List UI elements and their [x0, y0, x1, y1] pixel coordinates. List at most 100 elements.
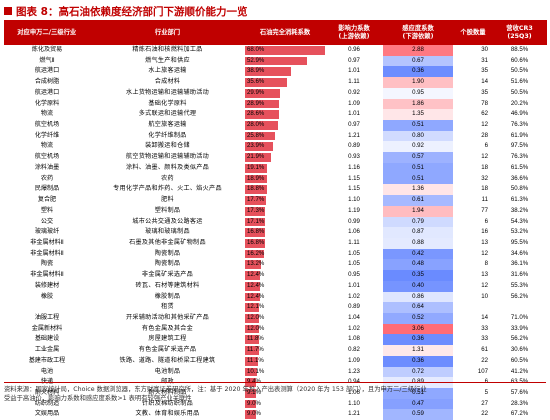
influence-cell: 1.11: [348, 238, 360, 246]
industry-cell: 橡胶: [40, 292, 54, 300]
stock-count-cell: 22: [481, 410, 488, 418]
sensitivity-cell: 0.47: [383, 398, 453, 410]
oil-consumption-bar: [245, 185, 268, 195]
industry-cell: 农药: [40, 174, 54, 182]
oil-consumption-cell: 9.0%: [245, 409, 325, 420]
oil-consumption-cell: 11.7%: [245, 345, 325, 356]
sensitivity-cell: 1.36: [383, 184, 453, 196]
oil-consumption-cell: 12.0%: [245, 313, 325, 324]
oil-consumption-bar: [245, 153, 271, 162]
industry-cell: 物流: [40, 142, 54, 150]
sector-cell: 航空旅客运输: [148, 121, 187, 129]
oil-consumption-bar: [245, 313, 260, 323]
cr3-cell: [493, 302, 546, 313]
stock-count-cell: 10: [481, 292, 488, 300]
stock-count-cell: [453, 302, 493, 313]
influence-cell: 0.95: [348, 271, 360, 279]
cr3-cell: 54.3%: [510, 217, 529, 225]
cr3-cell: 56.2%: [510, 292, 529, 300]
sector-cell: 有色金属及其合金: [141, 324, 194, 332]
industry-cell: 航空机场: [34, 153, 60, 161]
header-oil-consumption: 石油完全消耗系数: [245, 20, 326, 45]
industry-cell: [4, 302, 90, 313]
oil-consumption-bar: [245, 88, 281, 98]
sensitivity-cell: 0.92: [383, 141, 453, 153]
table-row: 物流 多式联运和运输代理 28.6% 1.01 1.35 62 46.9%: [4, 109, 546, 121]
oil-consumption-value: 12.4%: [247, 292, 265, 300]
oil-consumption-value: 9.1%: [247, 389, 261, 396]
oil-consumption-cell: 25.8%: [245, 131, 325, 142]
oil-consumption-cell: 10.1%: [245, 367, 325, 378]
table-row: 金属新材料 有色金属及其合金 12.0% 1.02 3.06 33 33.9%: [4, 323, 546, 335]
table-row: 非金属材料Ⅱ 陶瓷制品 16.2% 1.05 0.42 12 34.6%: [4, 248, 546, 260]
stock-count-cell: 107: [477, 367, 488, 375]
sensitivity-cell: 1.86: [383, 98, 453, 110]
influence-cell: 1.04: [348, 313, 360, 321]
industry-cell: 化学纤维: [34, 131, 60, 139]
sensitivity-cell: 0.95: [383, 87, 453, 99]
cr3-cell: 50.5%: [510, 67, 529, 75]
cr3-cell: 36.6%: [510, 174, 529, 182]
oil-consumption-cell: 9.1%: [245, 388, 325, 399]
cr3-cell: 53.2%: [510, 228, 529, 236]
cr3-cell: 38.2%: [510, 206, 529, 214]
influence-cell: 1.05: [348, 260, 360, 268]
sector-cell: 铁路、道路、隧道和桥梁工程建筑: [119, 356, 216, 364]
sector-cell: 精炼石油和核燃料加工品: [132, 46, 203, 53]
stock-count-cell: 12: [481, 153, 488, 161]
sensitivity-cell: 0.51: [383, 173, 453, 185]
oil-consumption-bar: [245, 99, 279, 109]
industry-cell: 非金属材料Ⅱ: [30, 249, 64, 257]
oil-consumption-bar: [245, 292, 260, 302]
source-note: 资料来源：国家统计局，Choice 数据浏览器，东方财富证券研究所，注：基于 2…: [4, 382, 546, 403]
industry-cell: 油服工程: [34, 313, 60, 321]
cr3-cell: 57.6%: [510, 389, 529, 396]
oil-consumption-bar: [245, 260, 261, 270]
influence-cell: 0.89: [348, 303, 360, 311]
sector-cell: 有色金属矿采选产品: [138, 346, 197, 354]
influence-cell: 1.09: [348, 99, 360, 107]
table-row: 塑料 塑料制品 17.3% 1.19 1.94 77 38.2%: [4, 205, 546, 217]
stock-count-cell: 35: [481, 88, 488, 96]
figure-title: 图表 8：高石油依赖度经济部门下游顺价能力一览: [4, 3, 247, 19]
oil-consumption-bar: [245, 121, 278, 130]
oil-consumption-value: 19.1%: [247, 163, 265, 171]
cr3-cell: 30.6%: [510, 346, 529, 354]
oil-consumption-bar: [245, 335, 259, 345]
table-row: 基础建设 房屋建筑工程 11.8% 1.08 0.36 33 56.2%: [4, 334, 546, 346]
cr3-cell: 50.5%: [510, 88, 529, 96]
table-row: 油服工程 开采辅助活动和其他采矿产品 12.0% 1.04 0.52 14 71.0%: [4, 312, 546, 324]
stock-count-cell: 6: [484, 378, 488, 386]
stock-count-cell: 12: [481, 121, 488, 129]
table-row: 陶瓷 陶瓷制品 13.2% 1.05 0.48 8 36.1%: [4, 259, 546, 271]
industry-cell: 工业金属: [34, 346, 60, 354]
stock-count-cell: 31: [481, 56, 488, 64]
table-row: 复合肥 肥料 17.7% 1.10 0.61 11 61.3%: [4, 195, 546, 206]
sector-cell: 水上旅客运输: [148, 67, 187, 75]
stock-count-cell: 18: [481, 185, 488, 193]
oil-consumption-value: 9.0%: [247, 410, 261, 418]
oil-consumption-value: 25.8%: [247, 131, 265, 139]
stock-count-cell: 8: [484, 260, 488, 268]
oil-consumption-cell: 13.2%: [245, 259, 325, 270]
oil-consumption-value: 12.0%: [247, 313, 265, 321]
cr3-cell: 63.5%: [510, 378, 529, 386]
influence-cell: 1.06: [348, 389, 360, 396]
stock-count-cell: 30: [481, 46, 488, 53]
influence-cell: 0.89: [348, 142, 360, 150]
figure-title-text: 图表 8：高石油依赖度经济部门下游顺价能力一览: [16, 5, 248, 18]
stock-count-cell: 28: [481, 131, 488, 139]
sector-cell: 农药: [161, 174, 174, 182]
sensitivity-cell: 0.40: [383, 280, 453, 292]
oil-consumption-bar: [245, 399, 256, 409]
oil-consumption-value: 16.8%: [247, 228, 265, 236]
oil-consumption-cell: 52.9%: [245, 56, 325, 67]
sector-cell: 多式联运和运输代理: [138, 110, 197, 118]
table-row: 航运港口 水上货物运输和运输辅助活动 29.9% 0.92 0.95 35 50.5%: [4, 87, 546, 99]
sector-cell: 租赁: [161, 303, 174, 311]
oil-consumption-cell: 68.0%: [245, 45, 325, 56]
stock-count-cell: 33: [481, 335, 488, 343]
cr3-cell: 76.3%: [510, 153, 529, 161]
oil-consumption-value: 38.9%: [247, 67, 265, 75]
table-row: 公交 城市公共交通及公路客运 17.1% 0.99 0.79 6 54.3%: [4, 216, 546, 228]
